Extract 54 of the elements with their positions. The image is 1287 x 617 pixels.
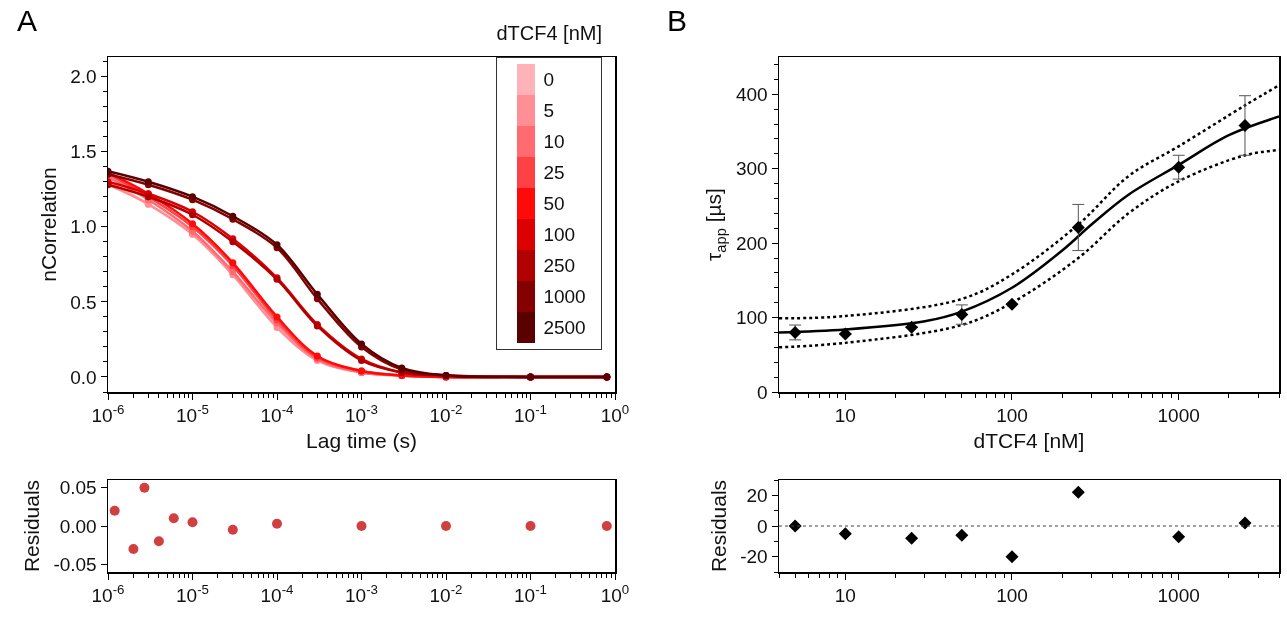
text: B [667, 4, 688, 37]
y-tick-label: 0.5 [70, 291, 97, 313]
y-tick-label: 0.05 [59, 477, 97, 499]
y-tick-label: 0 [757, 381, 768, 403]
x-tick-label: 10$^{-6}$ [91, 402, 125, 427]
x-tick-label: 10$^{-1}$ [514, 402, 547, 427]
legend-label: 25 [543, 161, 566, 184]
y-axis-title: Residuals [19, 479, 43, 573]
legend-label: 2500 [543, 316, 587, 339]
legend-label: 50 [543, 192, 566, 215]
x-tick-label: 100 [996, 585, 1028, 607]
x-tick-label: 10$^{-5}$ [176, 582, 209, 607]
y-tick-label: 1.5 [70, 141, 97, 163]
legend-label: 0 [543, 68, 555, 91]
y-tick-label: 1.0 [70, 216, 97, 238]
y-tick-label: 400 [736, 83, 768, 105]
x-tick-label: 10$^{-3}$ [345, 582, 378, 607]
x-tick-label: 10 [834, 405, 856, 427]
x-tick-label: 10$^{-4}$ [260, 402, 294, 427]
y-axis-title: Residuals [706, 479, 730, 573]
x-tick-label: 10$^{0}$ [600, 582, 630, 607]
legend-label: 100 [543, 223, 577, 246]
text: A [17, 4, 38, 37]
legend-label: 250 [543, 254, 577, 277]
x-tick-label: 10$^{-3}$ [345, 402, 378, 427]
legend-label: 1000 [543, 285, 587, 308]
y-tick-label: 100 [736, 307, 768, 329]
x-tick-label: 10$^{-4}$ [260, 582, 294, 607]
y-tick-label: 0 [757, 515, 768, 537]
y-tick-label: 2.0 [70, 66, 97, 88]
x-tick-label: 10$^{-6}$ [91, 582, 125, 607]
y-tick-label: -20 [740, 546, 768, 568]
y-tick-label: 20 [746, 484, 768, 506]
legend-label: 5 [543, 99, 555, 122]
x-tick-label: 10$^{-2}$ [429, 402, 463, 427]
x-tick-label: 10$^{-5}$ [176, 402, 209, 427]
y-tick-label: 200 [736, 232, 768, 254]
x-tick-label: 10$^{-2}$ [429, 582, 463, 607]
x-tick-label: 10 [834, 585, 856, 607]
x-axis-title: dTCF4 [nM] [973, 429, 1085, 453]
x-tick-label: 10$^{-1}$ [514, 582, 547, 607]
point [313, 290, 321, 298]
x-tick-label: 100 [996, 405, 1028, 427]
x-axis-title: Lag time (s) [306, 429, 417, 453]
y-tick-label: 0.0 [70, 366, 97, 388]
x-tick-label: 1000 [1157, 405, 1200, 427]
legend-title: dTCF4 [nM] [496, 22, 602, 45]
y-tick-label: 0.00 [59, 515, 97, 537]
y-axis-title: nCorrelation [36, 167, 60, 282]
x-tick-label: 10$^{0}$ [600, 402, 630, 427]
y-tick-label: 300 [736, 158, 768, 180]
legend-label: 10 [543, 130, 566, 153]
x-tick-label: 1000 [1157, 585, 1200, 607]
y-tick-label: -0.05 [53, 553, 97, 575]
